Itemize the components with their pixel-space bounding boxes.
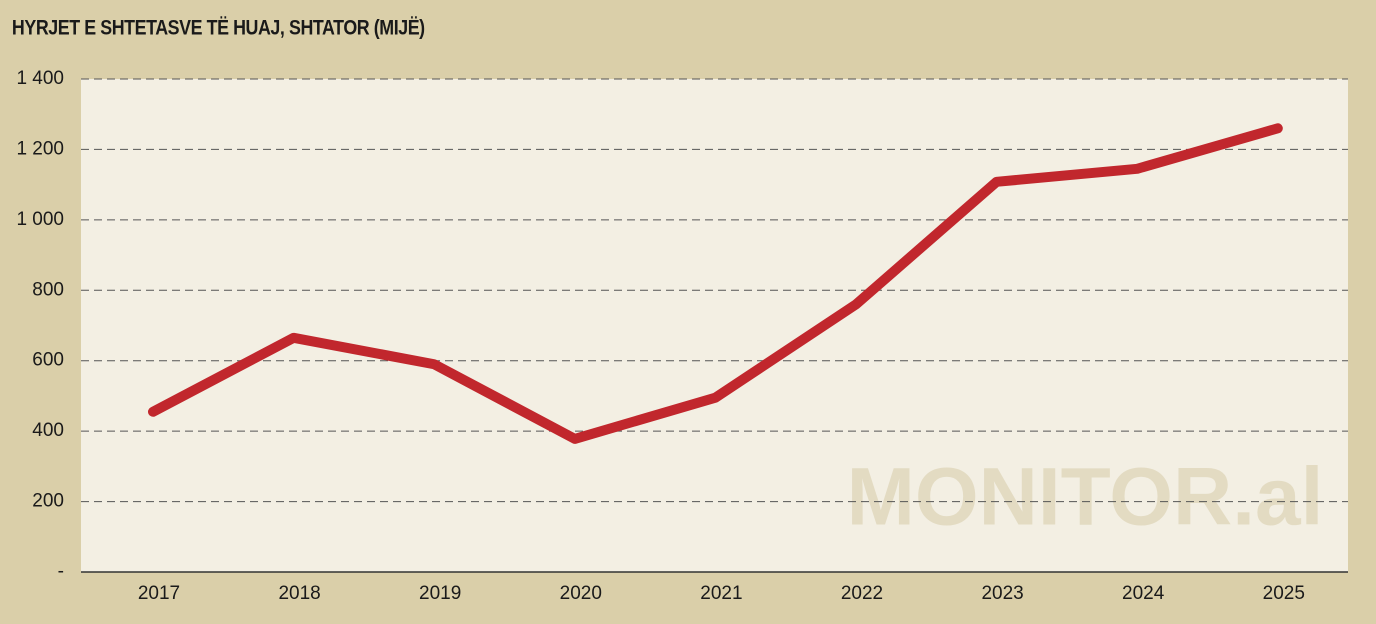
x-tick-label: 2024 <box>1122 583 1165 604</box>
chart-title: HYRJET E SHTETASVE TË HUAJ, SHTATOR (MIJ… <box>12 15 425 40</box>
x-tick-label: 2023 <box>981 583 1023 604</box>
plot-area <box>81 79 1348 572</box>
x-tick-label: 2018 <box>278 583 320 604</box>
y-tick-label: 1 000 <box>16 209 64 230</box>
x-tick-label: 2021 <box>700 583 742 604</box>
x-tick-label: 2020 <box>560 583 602 604</box>
y-tick-label: - <box>58 561 64 582</box>
y-tick-label: 200 <box>32 491 64 512</box>
x-tick-label: 2025 <box>1263 583 1305 604</box>
x-tick-label: 2022 <box>841 583 883 604</box>
x-tick-label: 2019 <box>419 583 461 604</box>
data-line <box>148 123 1283 444</box>
y-tick-label: 1 200 <box>16 138 64 159</box>
y-tick-label: 400 <box>32 420 64 441</box>
watermark: MONITOR.al <box>847 452 1324 543</box>
y-tick-label: 600 <box>32 350 64 371</box>
x-tick-label: 2017 <box>138 583 180 604</box>
y-tick-label: 800 <box>32 279 64 300</box>
y-tick-label: 1 400 <box>16 68 64 89</box>
